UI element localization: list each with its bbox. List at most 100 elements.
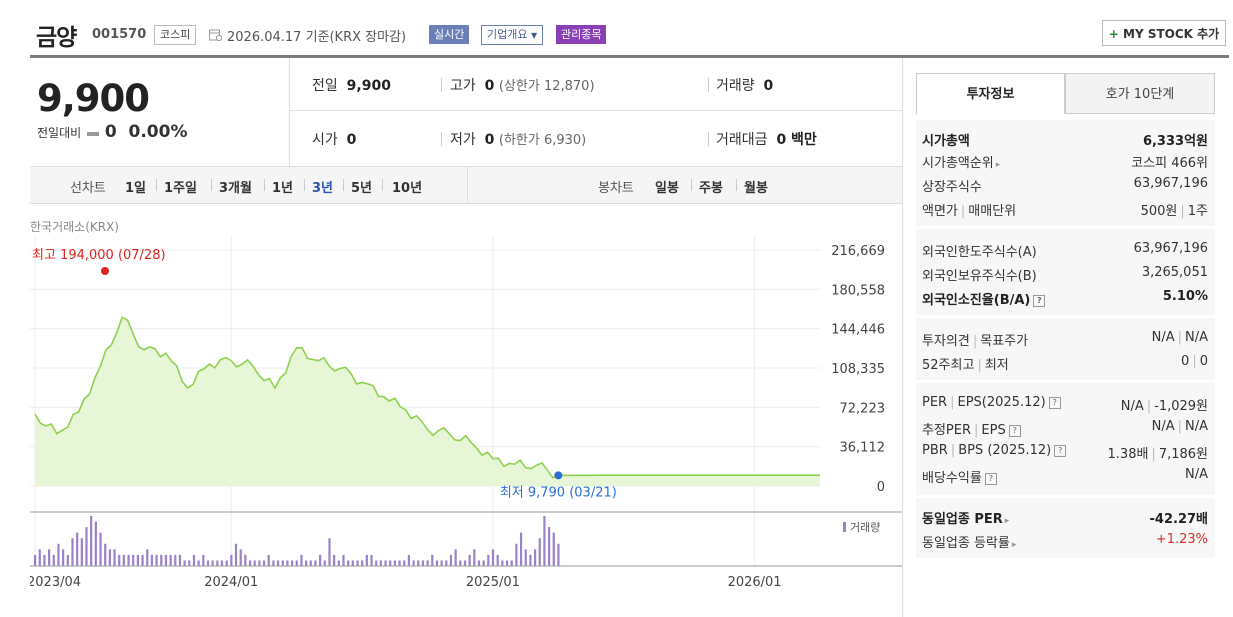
- help-icon[interactable]: ?: [1048, 396, 1061, 409]
- volume-bar: [431, 554, 434, 566]
- industry-rate-row[interactable]: 동일업종 등락률 ▸ +1.23%: [922, 532, 1208, 554]
- y-tick-label: 180,558: [831, 283, 885, 298]
- volume-bar: [342, 554, 345, 566]
- volume-bar: [290, 560, 294, 566]
- est-eps-label: EPS: [981, 423, 1006, 438]
- realtime-button[interactable]: 실시간: [429, 25, 470, 44]
- divider: [290, 110, 902, 111]
- candle-daily[interactable]: 일봉: [655, 181, 679, 196]
- volume-bar: [104, 543, 107, 566]
- volume-bar: [150, 554, 154, 566]
- volume-bar: [52, 554, 55, 566]
- period-1d[interactable]: 1일: [125, 181, 147, 196]
- period-5y[interactable]: 5년: [351, 181, 373, 196]
- est-per-label: 추정PER: [922, 423, 972, 438]
- change-value: 0: [104, 122, 117, 142]
- volume-bar: [529, 554, 532, 566]
- volume-bar: [501, 560, 504, 566]
- divider: [736, 179, 737, 191]
- divider: [304, 179, 305, 191]
- low-price: 저가 0 (하한가 6,930): [450, 129, 586, 149]
- candle-weekly[interactable]: 주봉: [699, 181, 723, 196]
- help-icon[interactable]: ?: [1054, 444, 1067, 457]
- face-value-label: 액면가: [922, 204, 958, 219]
- market-cap-rank-value: 코스피 466위: [1131, 156, 1208, 171]
- foreign-limit-value: 63,967,196: [1133, 241, 1208, 256]
- listed-shares-row: 상장주식수 63,967,196: [922, 176, 1208, 198]
- volume-bar: [248, 560, 252, 566]
- market-cap-row: 시가총액 6,333억원: [922, 130, 1208, 152]
- volume-bar: [220, 560, 224, 566]
- help-icon[interactable]: ?: [1008, 424, 1021, 437]
- volume-bar: [71, 538, 74, 566]
- week52-row: 52주최고 | 최저 0 | 0: [922, 354, 1208, 373]
- volume-bar: [169, 554, 172, 566]
- period-1w[interactable]: 1주일: [164, 181, 197, 196]
- invest-section-opinion: 투자의견 | 목표주가 N/A | N/A 52주최고 | 최저 0 | 0: [916, 318, 1215, 380]
- period-1y[interactable]: 1년: [272, 181, 294, 196]
- volume-bar: [99, 532, 102, 566]
- prev-close-value: 9,900: [346, 78, 391, 94]
- volume-bar: [38, 549, 41, 566]
- low-marker: [554, 471, 563, 480]
- listed-shares-value: 63,967,196: [1133, 176, 1208, 191]
- week52-low-label: 최저: [984, 358, 1009, 373]
- volume-value: 0: [763, 78, 774, 94]
- volume-bar: [80, 538, 83, 566]
- price-chart[interactable]: 216,669 180,558 144,446 108,335 72,223 36,112…: [30, 236, 902, 617]
- volume-bar: [323, 560, 326, 566]
- industry-rate-label: 동일업종 등락률: [922, 536, 1010, 551]
- volume-label: 거래량: [716, 78, 755, 94]
- volume-legend-label: 거래량: [850, 521, 880, 534]
- industry-per-row[interactable]: 동일업종 PER ▸ -42.27배: [922, 508, 1208, 530]
- volume-bar: [421, 560, 425, 566]
- divider: [264, 179, 265, 191]
- plus-icon: +: [1108, 27, 1119, 41]
- period-10y[interactable]: 10년: [392, 181, 423, 196]
- tab-orderbook[interactable]: 호가 10단계: [1065, 73, 1215, 114]
- high-annotation: 최고 194,000 (07/28): [32, 248, 166, 263]
- tab-invest-info[interactable]: 투자정보: [916, 73, 1065, 114]
- volume-bar: [449, 554, 453, 566]
- volume-bar: [538, 538, 541, 566]
- volume-bar: [211, 560, 214, 566]
- candle-monthly[interactable]: 월봉: [744, 181, 768, 196]
- volume-bar: [230, 554, 233, 566]
- help-icon[interactable]: ?: [984, 472, 997, 485]
- volume-bar: [234, 543, 238, 566]
- volume-bar: [417, 560, 420, 566]
- volume-bar: [239, 549, 242, 566]
- company-overview-dropdown[interactable]: 기업개요 ▼: [481, 25, 544, 45]
- dividend-row: 배당수익률? N/A: [922, 467, 1208, 489]
- volume-bar: [202, 554, 205, 566]
- stock-name: 금양: [36, 25, 77, 51]
- face-value-row: 액면가 | 매매단위 500원 | 1주: [922, 204, 1208, 219]
- help-icon[interactable]: ?: [1033, 294, 1046, 307]
- week52-high-value: 0: [1181, 354, 1190, 369]
- volume-bar: [477, 560, 481, 566]
- volume-bar: [440, 560, 443, 566]
- volume-bar: [122, 554, 125, 566]
- volume-bar: [192, 554, 196, 566]
- period-3y[interactable]: 3년: [312, 181, 334, 196]
- volume-bar: [384, 560, 387, 566]
- volume-bar: [62, 549, 65, 566]
- open-label: 시가: [312, 132, 338, 148]
- volume-bar: [85, 527, 88, 566]
- add-my-stock-button[interactable]: + MY STOCK 추가: [1102, 20, 1226, 46]
- price-change: 전일대비 0 0.00%: [37, 122, 187, 142]
- prev-close-label: 전일: [312, 78, 338, 94]
- divider: [289, 58, 290, 166]
- trade-unit-value: 1주: [1187, 204, 1208, 219]
- volume-bar: [473, 549, 476, 566]
- volume-bar: [337, 560, 340, 566]
- as-of-date: 2026.04.17 기준(KRX 장마감): [227, 30, 407, 45]
- volume-bar: [552, 532, 555, 566]
- period-3m[interactable]: 3개월: [219, 181, 252, 196]
- divider: [708, 78, 709, 92]
- change-percent: 0.00%: [128, 122, 188, 142]
- volume-bar: [225, 560, 228, 566]
- volume-bar: [206, 560, 210, 566]
- opinion-label: 투자의견: [922, 334, 970, 349]
- market-cap-rank-row[interactable]: 시가총액순위 ▸ 코스피 466위: [922, 152, 1208, 174]
